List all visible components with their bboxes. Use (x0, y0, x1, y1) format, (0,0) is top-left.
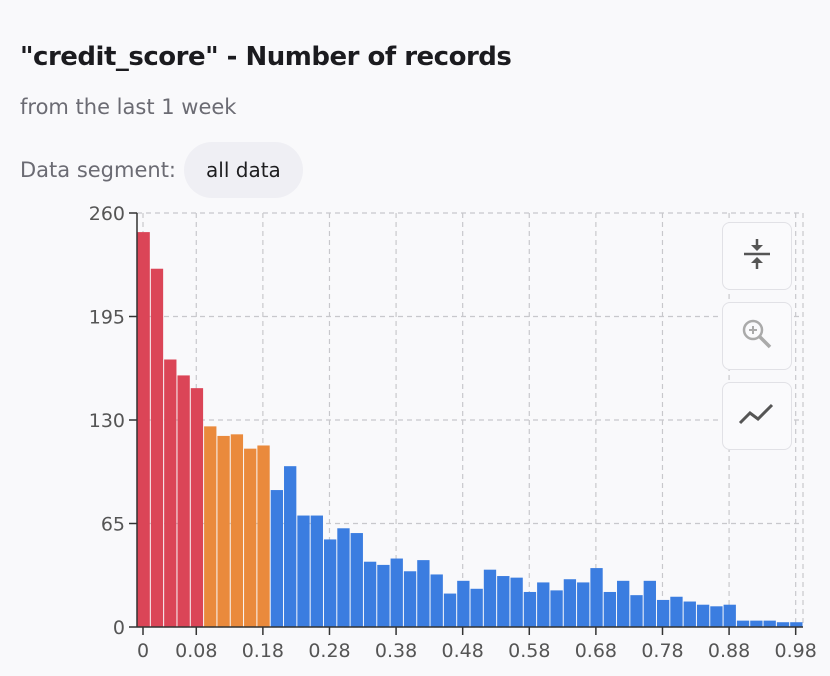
histogram-bar (736, 620, 750, 627)
histogram-bar (297, 515, 310, 627)
histogram-bar (230, 434, 244, 627)
histogram-bar (790, 622, 803, 627)
histogram-bar (150, 268, 164, 627)
histogram-bar (590, 568, 603, 627)
zoom-in-icon (740, 317, 774, 355)
y-tick-label: 260 (89, 203, 125, 225)
x-tick-label: 0.58 (508, 640, 550, 662)
histogram-bar (710, 606, 723, 627)
compress-button[interactable] (722, 222, 792, 290)
histogram-bar (430, 574, 443, 627)
histogram-bar (137, 232, 150, 627)
histogram-bar (656, 599, 670, 627)
histogram-bar (377, 564, 390, 627)
histogram-bar (683, 601, 696, 627)
histogram-bar (204, 426, 217, 627)
trend-line-button[interactable] (722, 382, 792, 450)
histogram-bar (577, 582, 590, 627)
histogram-bar (403, 571, 417, 627)
histogram-bar (537, 582, 550, 627)
chart-subtitle: from the last 1 week (20, 95, 237, 119)
x-tick-label: 0.88 (708, 640, 750, 662)
y-tick-label: 195 (89, 307, 125, 329)
histogram-bar (350, 533, 363, 627)
x-tick-label: 0 (137, 640, 149, 662)
chart-title: "credit_score" - Number of records (20, 42, 512, 72)
histogram-bar (776, 622, 790, 627)
histogram-bar (510, 577, 523, 627)
histogram-bar (417, 560, 430, 627)
x-tick-label: 0.08 (175, 640, 217, 662)
histogram-bar (337, 528, 350, 627)
y-tick-label: 0 (113, 617, 125, 639)
histogram-chart: 0 65 130 195 260 0 0.08 0.18 0.28 0.38 0.48 0.58 0.6… (89, 203, 817, 662)
histogram-bar (177, 375, 190, 627)
x-tick-label: 0.68 (575, 640, 617, 662)
segment-row: Data segment: all data (20, 142, 303, 198)
histogram-bar (470, 588, 483, 627)
histogram-bar (390, 558, 403, 627)
x-tick-label: 0.48 (442, 640, 484, 662)
histogram-bar (763, 620, 776, 627)
x-tick-label: 0.18 (242, 640, 284, 662)
x-tick-label: 0.28 (308, 640, 350, 662)
histogram-bar (483, 569, 497, 627)
histogram-bar (563, 579, 577, 627)
histogram-bar (284, 466, 297, 627)
x-tick-label: 0.98 (775, 640, 817, 662)
histogram-bar (643, 580, 656, 627)
histogram-bar (497, 576, 510, 627)
histogram-bar (630, 595, 643, 627)
trend-line-icon (738, 397, 776, 435)
histogram-bar (310, 515, 323, 627)
x-tick-label: 0.38 (375, 640, 417, 662)
histogram-bar (244, 448, 257, 627)
histogram-bar (164, 359, 177, 627)
x-tick-label: 0.78 (641, 640, 683, 662)
histogram-bar (550, 590, 563, 627)
segment-chip[interactable]: all data (184, 142, 303, 198)
y-tick-label: 130 (89, 410, 125, 432)
histogram-bar (190, 388, 204, 627)
histogram-bar (443, 593, 457, 627)
histogram-bar (523, 591, 537, 627)
histogram-bar (323, 539, 337, 627)
histogram-bar (617, 580, 630, 627)
histogram-bar (257, 445, 270, 627)
histogram-bar (217, 435, 230, 627)
histogram-bar (603, 591, 617, 627)
histogram-bar (457, 580, 470, 627)
zoom-in-button[interactable] (722, 302, 792, 370)
chart-toolbar (722, 222, 794, 462)
y-tick-label: 65 (101, 514, 125, 536)
histogram-bar (723, 604, 736, 627)
compress-icon (740, 237, 774, 275)
histogram-bar (363, 561, 377, 627)
histogram-bar (270, 490, 284, 627)
histogram-bar (696, 604, 710, 627)
histogram-bar (750, 620, 763, 627)
segment-label: Data segment: (20, 158, 177, 182)
histogram-bar (670, 596, 683, 627)
